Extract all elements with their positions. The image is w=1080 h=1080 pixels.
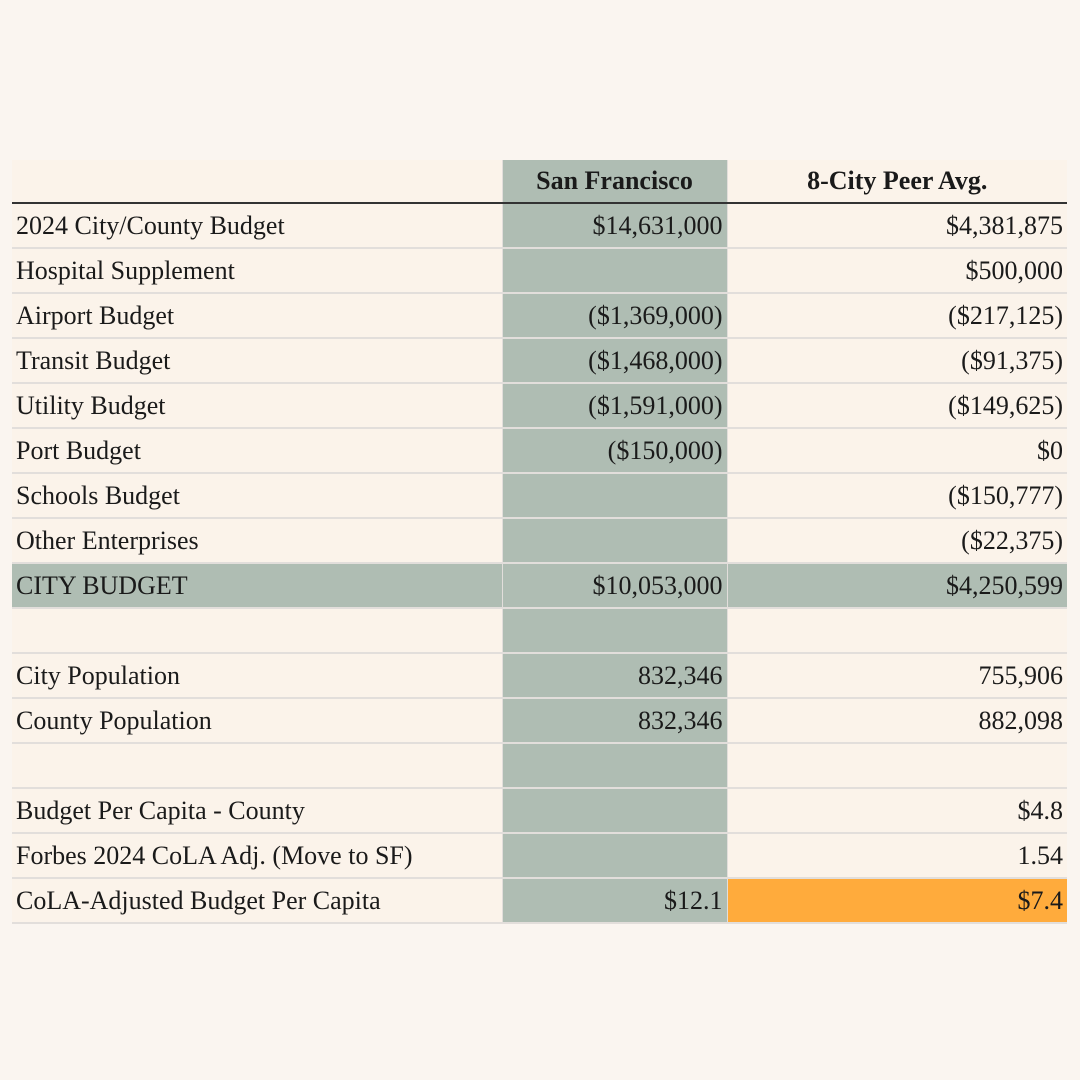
row-label: Transit Budget [12,338,502,384]
row-label: CoLA-Adjusted Budget Per Capita [12,878,502,924]
table-row: City Population 832,346 755,906 [12,653,1067,699]
table-row: Budget Per Capita - County $4.8 [12,788,1067,834]
row-label: 2024 City/County Budget [12,203,502,249]
sf-value: $10,053,000 [501,562,728,609]
sf-value [501,248,728,294]
row-label [12,608,502,654]
sf-value [501,518,728,564]
table-row [12,743,1067,789]
header-san-francisco: San Francisco [501,160,728,204]
total-row: CITY BUDGET $10,053,000 $4,250,599 [12,562,1067,609]
peer-value: ($150,777) [727,473,1067,519]
sf-value: $12.1 [501,878,728,924]
sf-value [501,608,728,654]
table-row: Schools Budget ($150,777) [12,473,1067,519]
table-row: Port Budget ($150,000) $0 [12,428,1067,474]
table-row: Utility Budget ($1,591,000) ($149,625) [12,383,1067,429]
peer-value: $0 [727,428,1067,474]
table-row: Hospital Supplement $500,000 [12,248,1067,294]
row-label: Other Enterprises [12,518,502,564]
peer-value: $4,381,875 [727,203,1067,249]
peer-value: $4,250,599 [727,562,1067,609]
row-label: Schools Budget [12,473,502,519]
peer-value: ($217,125) [727,293,1067,339]
peer-value: ($91,375) [727,338,1067,384]
table-row: Airport Budget ($1,369,000) ($217,125) [12,293,1067,339]
sf-value: ($1,369,000) [501,293,728,339]
sf-value: $14,631,000 [501,203,728,249]
peer-value: ($149,625) [727,383,1067,429]
table-row: Transit Budget ($1,468,000) ($91,375) [12,338,1067,384]
peer-value: ($22,375) [727,518,1067,564]
row-label: Utility Budget [12,383,502,429]
table-row: CoLA-Adjusted Budget Per Capita $12.1 $7.4 [12,878,1067,924]
row-label: Airport Budget [12,293,502,339]
row-label: County Population [12,698,502,744]
sf-value: ($1,591,000) [501,383,728,429]
sf-value: 832,346 [501,698,728,744]
sf-value [501,788,728,834]
row-label: Hospital Supplement [12,248,502,294]
table-row: Other Enterprises ($22,375) [12,518,1067,564]
sf-value [501,833,728,879]
peer-value [727,608,1067,654]
table-row: Forbes 2024 CoLA Adj. (Move to SF) 1.54 [12,833,1067,879]
sf-value: ($150,000) [501,428,728,474]
row-label: CITY BUDGET [12,562,502,609]
peer-value: 755,906 [727,653,1067,699]
header-peer-avg: 8-City Peer Avg. [727,160,1067,204]
peer-value: $7.4 [727,878,1067,924]
row-label [12,743,502,789]
sf-value: ($1,468,000) [501,338,728,384]
row-label: City Population [12,653,502,699]
header-label [12,160,502,204]
sf-value [501,743,728,789]
peer-value: 882,098 [727,698,1067,744]
row-label: Forbes 2024 CoLA Adj. (Move to SF) [12,833,502,879]
table-row: County Population 832,346 882,098 [12,698,1067,744]
row-label: Port Budget [12,428,502,474]
budget-comparison-table: San Francisco 8-City Peer Avg. 2024 City… [12,160,1067,924]
peer-value [727,743,1067,789]
sf-value: 832,346 [501,653,728,699]
peer-value: 1.54 [727,833,1067,879]
table-row: 2024 City/County Budget $14,631,000 $4,381… [12,203,1067,249]
sf-value [501,473,728,519]
header-row: San Francisco 8-City Peer Avg. [12,160,1067,204]
table-row [12,608,1067,654]
peer-value: $4.8 [727,788,1067,834]
row-label: Budget Per Capita - County [12,788,502,834]
peer-value: $500,000 [727,248,1067,294]
